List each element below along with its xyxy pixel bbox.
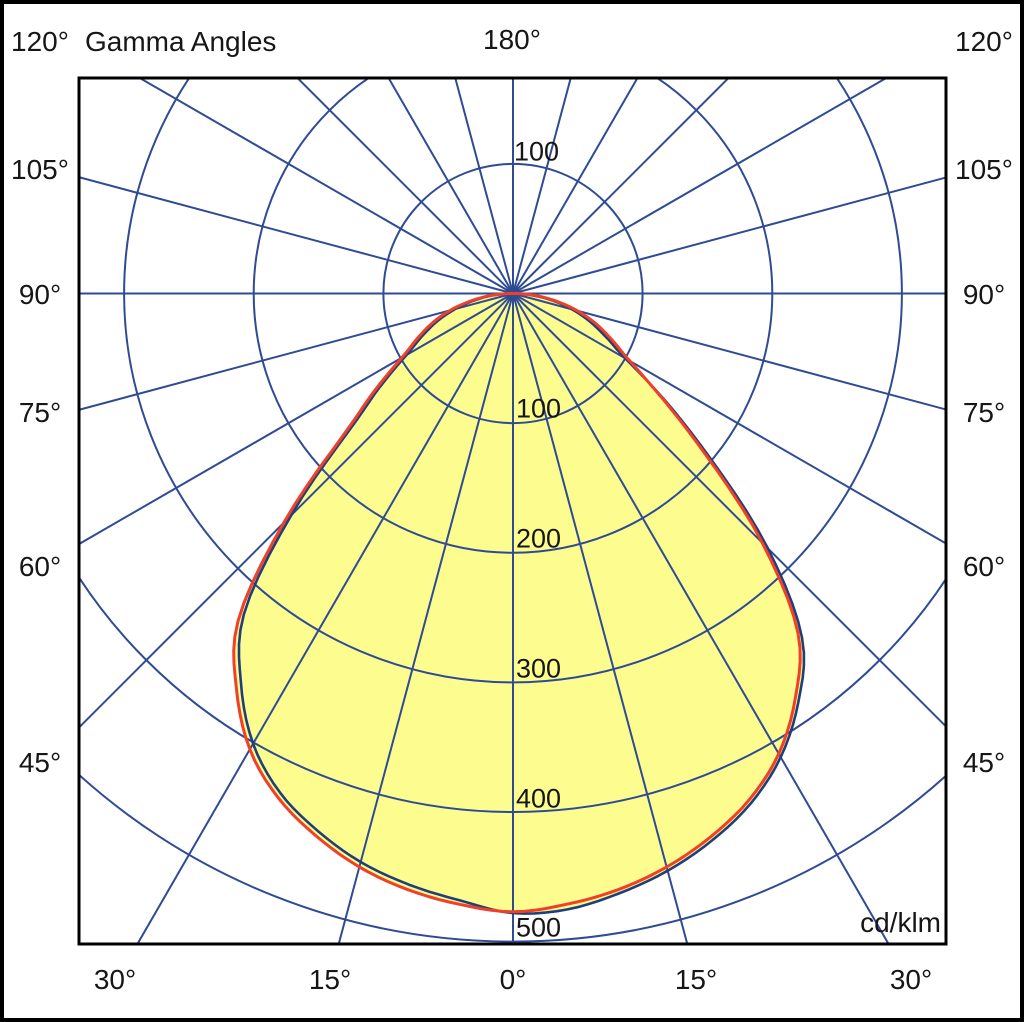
gamma-label-right-4: 60° [962, 551, 1006, 582]
ring-label-500: 500 [516, 912, 562, 943]
ring-label-400: 400 [516, 783, 562, 814]
ring-label-200: 200 [516, 523, 562, 554]
curve-blue [237, 292, 806, 915]
lobe-fill [233, 293, 804, 914]
gamma-label-left-4: 60° [18, 551, 62, 582]
gamma-label-top-180: 180° [483, 24, 541, 55]
intensity-curves [232, 292, 806, 915]
lobe-fill-outline_red [233, 293, 801, 912]
grid-ray-15 [512, 293, 689, 944]
grid-ray-255 [79, 176, 514, 295]
gamma-label-left-1: 105° [11, 154, 69, 185]
curve-red [232, 292, 802, 914]
grid-ray-45 [512, 292, 946, 728]
grid-ray-285 [79, 292, 514, 411]
grid-ray-225 [296, 78, 514, 295]
ring-label-upper-100: 100 [514, 136, 560, 167]
grid-ray-315 [79, 292, 514, 729]
gamma-label-right-5: 45° [962, 747, 1006, 778]
grid-ray-330 [136, 292, 514, 944]
plot-frame [77, 76, 948, 946]
grid-ray-240 [137, 78, 514, 295]
grid-ray-195 [454, 78, 514, 294]
grid-ray-150 [512, 78, 639, 295]
gamma-label-bottom-0: 30° [93, 964, 137, 995]
gamma-label-bottom-4: 30° [889, 964, 933, 995]
grid-ray-135 [512, 78, 730, 295]
grid-ray-300 [79, 292, 514, 546]
ring-label-300: 300 [516, 653, 562, 684]
gamma-label-left-5: 45° [18, 747, 62, 778]
gamma-label-right-2: 90° [962, 279, 1006, 310]
grid-ray-165 [512, 78, 572, 294]
grid-ray-345 [337, 293, 514, 944]
gamma-label-left-0: 120° [11, 26, 69, 57]
chart-title: Gamma Angles [85, 26, 277, 57]
grid-ray-75 [512, 292, 946, 411]
grid-ray-30 [512, 292, 890, 944]
unit-label: cd/klm [860, 907, 941, 938]
gamma-label-left-2: 90° [18, 279, 62, 310]
gamma-label-left-3: 75° [18, 397, 62, 428]
gamma-label-bottom-1: 15° [308, 964, 352, 995]
gamma-label-bottom-3: 15° [674, 964, 718, 995]
gamma-label-right-1: 105° [955, 154, 1013, 185]
grid-ray-210 [387, 78, 514, 295]
grid-ray-120 [512, 78, 889, 295]
gamma-label-right-0: 120° [955, 26, 1013, 57]
gamma-label-right-3: 75° [962, 397, 1006, 428]
grid-ray-105 [512, 176, 946, 295]
gamma-label-bottom-2: 0° [499, 964, 527, 995]
ring-label-100: 100 [516, 393, 562, 424]
